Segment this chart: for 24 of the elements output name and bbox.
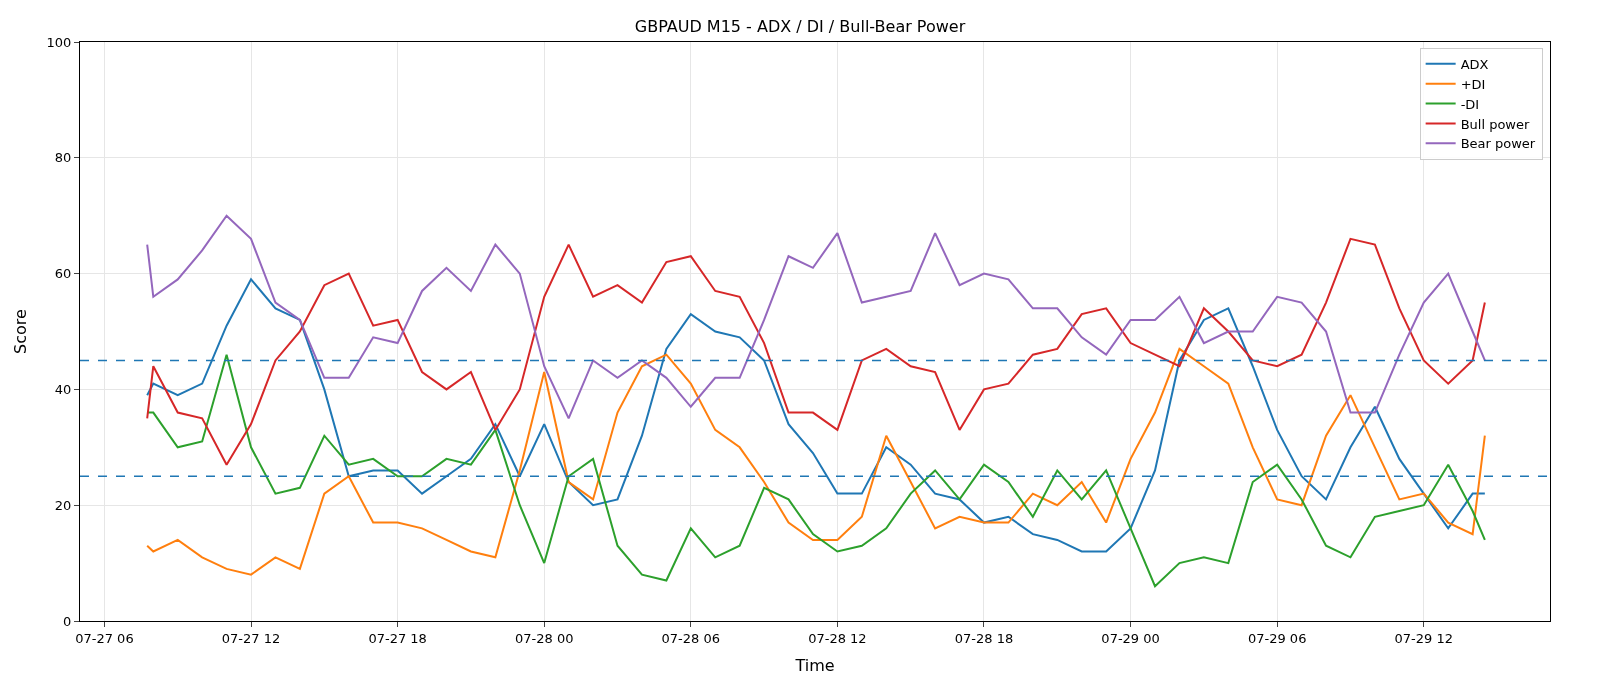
y-tick-label: 100 <box>46 34 72 50</box>
x-tick-label: 07-27 18 <box>368 630 427 646</box>
x-tick-label: 07-27 12 <box>221 630 281 646</box>
x-tick-label: 07-29 12 <box>1394 630 1453 646</box>
y-tick-label: 40 <box>54 381 72 397</box>
legend-label: +DI <box>1460 76 1486 92</box>
y-tick-label: 80 <box>54 150 72 166</box>
y-tick-label: 60 <box>54 266 72 282</box>
x-tick-label: 07-28 00 <box>514 630 574 646</box>
y-axis-title: Score <box>11 309 31 354</box>
x-tick-label: 07-29 00 <box>1101 630 1160 646</box>
y-tick-label: 0 <box>63 613 72 629</box>
x-tick-label: 07-27 06 <box>75 630 134 646</box>
x-tick-label: 07-28 06 <box>661 630 721 646</box>
x-tick-label: 07-28 12 <box>808 630 867 646</box>
legend-label: Bear power <box>1460 136 1536 152</box>
y-tick-label: 20 <box>54 497 72 513</box>
chart-title: GBPAUD M15 - ADX / DI / Bull-Bear Power <box>634 16 966 36</box>
x-tick-label: 07-28 18 <box>954 630 1014 646</box>
legend-label: Bull power <box>1460 116 1530 132</box>
x-axis-title: Time <box>794 656 835 676</box>
x-tick-label: 07-29 06 <box>1247 630 1307 646</box>
legend-label: ADX <box>1460 56 1489 72</box>
legend-label: -DI <box>1460 96 1480 112</box>
